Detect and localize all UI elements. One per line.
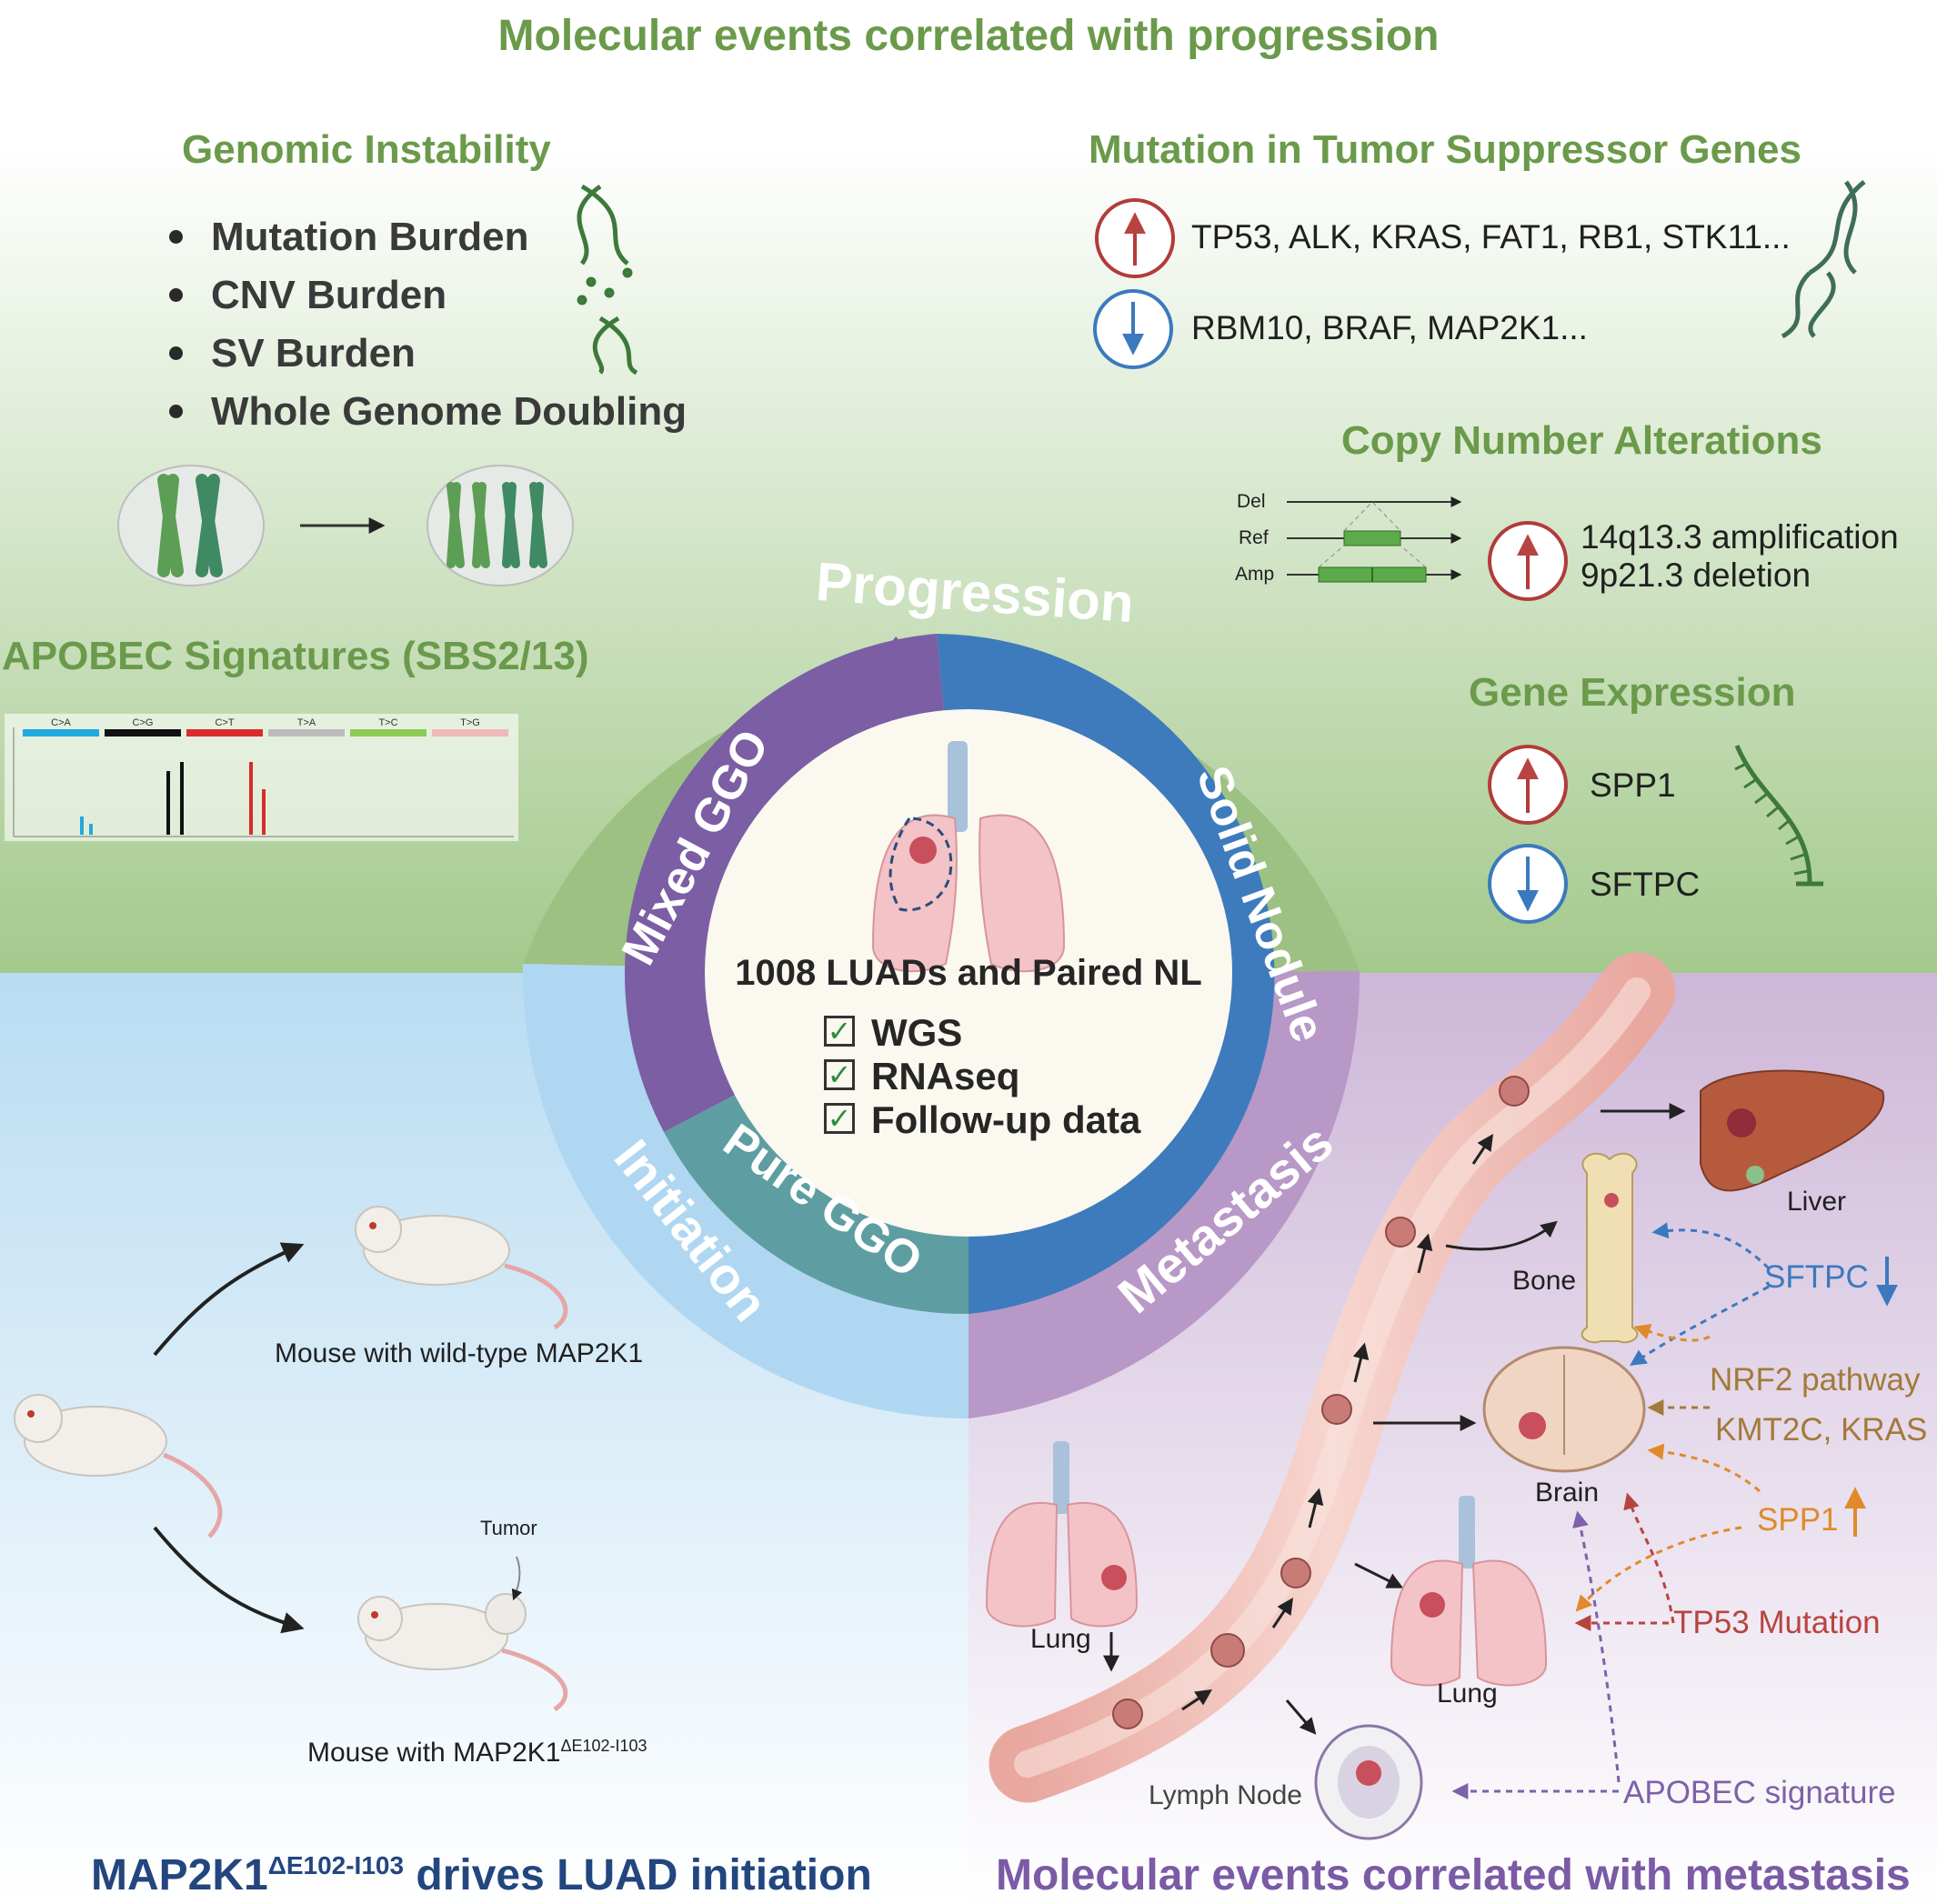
dna-helix-icon	[577, 184, 638, 376]
tumor-suppressor-heading: Mutation in Tumor Suppressor Genes	[1089, 127, 1802, 172]
list-item: Whole Genome Doubling	[164, 388, 687, 446]
cell-before-doubling-icon	[117, 465, 265, 586]
cna-up-arrow-circle-icon	[1488, 521, 1568, 601]
genomic-instability-list: Mutation Burden CNV Burden SV Burden Who…	[164, 214, 687, 446]
tumor-pointer-arrow	[511, 1556, 523, 1601]
tumor-label: Tumor	[480, 1517, 537, 1539]
check-item: RNAseq	[824, 1055, 1140, 1098]
factor-kmt2c-kras: KMT2C, KRAS	[1715, 1412, 1928, 1448]
initiation-footer: MAP2K1ΔE102-I103 drives LUAD initiation	[91, 1851, 872, 1899]
factor-spp1: SPP1	[1757, 1502, 1839, 1538]
rna-strand-icon	[1734, 745, 1823, 887]
copy-number-diagram	[1287, 496, 1462, 583]
page-title: Molecular events correlated with progres…	[497, 12, 1440, 60]
lymph-node-icon	[1314, 1724, 1423, 1840]
arrow-to-wildtype	[153, 1242, 305, 1357]
mutant-mouse-label: Mouse with MAP2K1ΔE102-I103	[307, 1737, 647, 1768]
dissemination-arrows	[1103, 1103, 1686, 1735]
expr-up-arrow-circle-icon	[1488, 745, 1568, 825]
apobec-heading: APOBEC Signatures (SBS2/13)	[2, 634, 589, 678]
apobec-category-label: T>C	[378, 717, 397, 728]
list-item: SV Burden	[164, 330, 687, 388]
tumor-suppressor-up-genes: TP53, ALK, KRAS, FAT1, RB1, STK11...	[1191, 218, 1791, 256]
apobec-spectrum-chart: C>A C>G C>T T>A T>C T>G	[5, 714, 518, 841]
cna-deletion: 9p21.3 deletion	[1581, 556, 1812, 594]
factor-sftpc: SFTPC	[1764, 1259, 1869, 1295]
mouse-wildtype-icon	[355, 1206, 568, 1330]
mouse-source-icon	[14, 1394, 223, 1538]
factor-apobec: APOBEC signature	[1623, 1775, 1896, 1810]
organ-label-lymph-node: Lymph Node	[1149, 1780, 1302, 1810]
organ-label-liver: Liver	[1787, 1187, 1847, 1217]
gene-expression-down: SFTPC	[1590, 866, 1701, 903]
check-item: Follow-up data	[824, 1098, 1140, 1142]
expr-down-arrow-circle-icon	[1488, 844, 1568, 924]
tumor-suppressor-down-genes: RBM10, BRAF, MAP2K1...	[1191, 309, 1588, 346]
genomic-instability-heading: Genomic Instability	[182, 127, 551, 172]
organ-label-source-lung: Lung	[1030, 1624, 1091, 1654]
cna-track-label-ref: Ref	[1239, 527, 1269, 548]
apobec-category-band	[350, 729, 427, 737]
apobec-category-band	[23, 729, 99, 737]
organ-label-bone: Bone	[1512, 1266, 1577, 1296]
apobec-category-band	[186, 729, 263, 737]
source-lung-icon	[985, 1441, 1139, 1628]
vessel-flow-arrows	[1181, 1134, 1493, 1711]
list-item: Mutation Burden	[164, 214, 687, 272]
apobec-category-label: T>A	[297, 717, 316, 728]
factor-tp53: TP53 Mutation	[1673, 1605, 1881, 1640]
list-item: CNV Burden	[164, 272, 687, 330]
metastasis-footer: Molecular events correlated with metasta…	[996, 1851, 1911, 1899]
apobec-category-band	[268, 729, 345, 737]
apobec-category-label: C>A	[51, 717, 71, 728]
organ-label-target-lung: Lung	[1437, 1679, 1498, 1709]
arrow-to-mutant	[153, 1526, 305, 1634]
ring-arrow-tip	[864, 636, 932, 680]
factor-arrows	[1451, 1222, 1771, 1799]
apobec-category-band	[105, 729, 181, 737]
bone-icon	[1581, 1152, 1639, 1344]
down-arrow-circle-icon	[1093, 289, 1173, 369]
apobec-category-label: C>T	[215, 717, 234, 728]
organ-label-brain: Brain	[1535, 1478, 1600, 1508]
up-arrow-circle-icon	[1095, 198, 1175, 278]
wildtype-mouse-label: Mouse with wild-type MAP2K1	[275, 1338, 644, 1368]
cna-track-label-del: Del	[1237, 491, 1266, 512]
apobec-category-label: T>G	[460, 717, 480, 728]
cell-after-doubling-icon	[427, 465, 574, 586]
apobec-category-label: C>G	[133, 717, 154, 728]
dataset-checklist: WGS RNAseq Follow-up data	[824, 1011, 1140, 1142]
center-title: 1008 LUADs and Paired NL	[735, 953, 1202, 993]
cna-amplification: 14q13.3 amplification	[1581, 518, 1899, 556]
center-lungs-illustration	[871, 741, 1066, 973]
liver-icon	[1700, 1069, 1885, 1192]
broken-dna-icon	[1781, 180, 1866, 339]
copy-number-heading: Copy Number Alterations	[1341, 418, 1822, 463]
apobec-category-band	[432, 729, 508, 737]
gene-expression-heading: Gene Expression	[1469, 670, 1796, 715]
gene-expression-up: SPP1	[1590, 767, 1676, 804]
circulating-tumor-cells	[1112, 1076, 1530, 1729]
mouse-mutant-icon	[357, 1593, 568, 1712]
cna-track-label-amp: Amp	[1235, 564, 1275, 585]
factor-nrf2: NRF2 pathway	[1710, 1362, 1921, 1398]
brain-icon	[1482, 1346, 1646, 1473]
check-item: WGS	[824, 1011, 1140, 1055]
target-lung-icon	[1390, 1496, 1548, 1687]
apobec-bars	[80, 762, 266, 835]
